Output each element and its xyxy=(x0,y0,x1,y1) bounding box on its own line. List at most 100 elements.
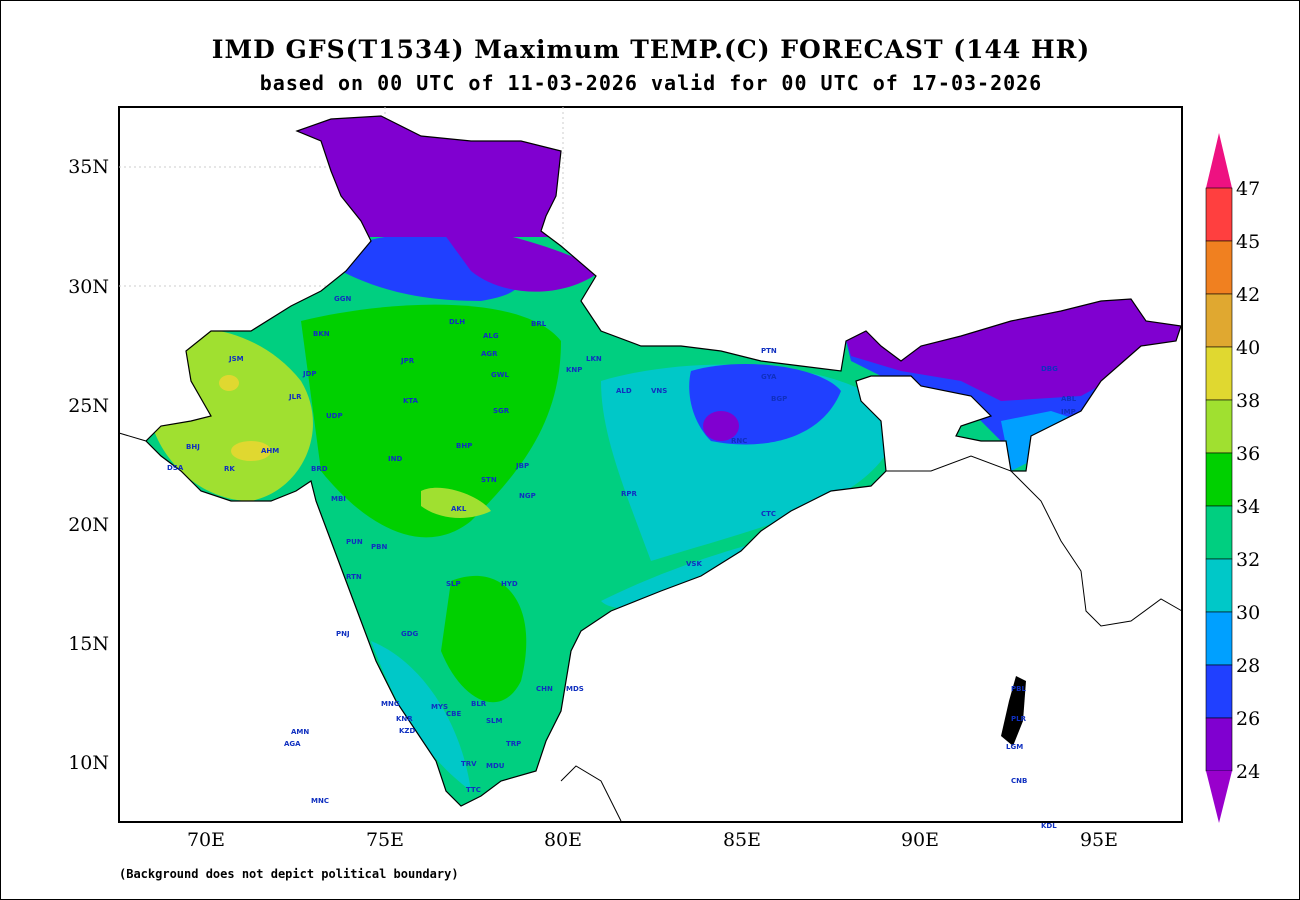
station-label: BLR xyxy=(471,700,487,708)
station-label: JBP xyxy=(515,462,529,470)
lat-label: 25N xyxy=(68,395,109,417)
colorbar: 47 45 42 40 38 36 34 32 30 28 26 24 xyxy=(1205,133,1260,823)
lon-label: 70E xyxy=(187,829,225,851)
station-label: BHJ xyxy=(186,443,200,451)
colorbar-label: 32 xyxy=(1236,549,1260,571)
station-label: STN xyxy=(481,476,497,484)
lon-label: 90E xyxy=(901,829,939,851)
station-label: CHN xyxy=(536,685,553,693)
station-label: PNJ xyxy=(336,630,350,638)
station-label: BHP xyxy=(456,442,472,450)
colorbar-bin xyxy=(1205,399,1233,454)
station-label: ABL xyxy=(1061,395,1077,403)
station-labels: GGN BKN JSM JDP JLR UDP AHM BRD RK BHJ DSA KTA JPR AG… xyxy=(167,295,1077,830)
station-label: MYS xyxy=(431,703,448,711)
station-label: GGN xyxy=(334,295,351,303)
station-label: DLH xyxy=(449,318,465,326)
colorbar-label: 45 xyxy=(1236,231,1260,253)
station-label: UDP xyxy=(326,412,343,420)
map-subtitle: based on 00 UTC of 11-03-2026 valid for … xyxy=(259,71,1043,95)
station-label: TRP xyxy=(506,740,521,748)
colorbar-label: 40 xyxy=(1236,337,1260,359)
station-label: GWL xyxy=(491,371,509,379)
colorbar-bin xyxy=(1205,452,1233,507)
station-label: DSA xyxy=(167,464,184,472)
station-label: BRL xyxy=(531,320,547,328)
station-label: PUN xyxy=(346,538,363,546)
station-label: SLM xyxy=(486,717,503,725)
station-label: MNC xyxy=(311,797,329,805)
lon-axis: 70E 75E 80E 85E 90E 95E xyxy=(187,829,1118,851)
station-label: PTN xyxy=(761,347,777,355)
colorbar-top-arrow xyxy=(1206,133,1232,188)
station-label: IMP xyxy=(1061,408,1076,416)
lon-label: 85E xyxy=(723,829,761,851)
station-label: MNG xyxy=(381,700,400,708)
lat-axis: 35N 30N 25N 20N 15N 10N xyxy=(68,156,109,774)
station-label: GDG xyxy=(401,630,419,638)
colorbar-bin xyxy=(1205,611,1233,666)
station-label: LGM xyxy=(1006,743,1023,751)
colorbar-bin xyxy=(1205,346,1233,401)
station-label: JLR xyxy=(288,393,302,401)
colorbar-bin xyxy=(1205,664,1233,719)
station-label: AHM xyxy=(261,447,279,455)
station-label: RNC xyxy=(731,437,747,445)
colorbar-label: 38 xyxy=(1236,390,1260,412)
colorbar-bin xyxy=(1205,240,1233,295)
colorbar-label: 30 xyxy=(1236,602,1260,624)
lat-label: 30N xyxy=(68,276,109,298)
station-label: AMN xyxy=(291,728,309,736)
andaman-islands xyxy=(1001,676,1026,746)
colorbar-bin xyxy=(1205,558,1233,613)
station-label: ALG xyxy=(483,332,499,340)
station-label: RTN xyxy=(346,573,362,581)
station-label: CTC xyxy=(761,510,776,518)
lon-label: 75E xyxy=(366,829,404,851)
station-label: JPR xyxy=(400,357,415,365)
station-label: GYA xyxy=(761,373,777,381)
colorbar-bin xyxy=(1205,717,1233,772)
station-label: KDL xyxy=(1041,822,1057,830)
station-label: KNR xyxy=(396,715,413,723)
colorbar-bin xyxy=(1205,187,1233,242)
station-label: LKN xyxy=(586,355,602,363)
station-label: AGR xyxy=(481,350,498,358)
station-label: VNS xyxy=(651,387,667,395)
station-label: HYD xyxy=(501,580,518,588)
lat-label: 15N xyxy=(68,633,109,655)
station-label: TTC xyxy=(466,786,481,794)
station-label: CNB xyxy=(1011,777,1027,785)
station-label: DBG xyxy=(1041,365,1058,373)
lat-label: 10N xyxy=(68,752,109,774)
colorbar-bottom-arrow xyxy=(1206,771,1232,823)
colorbar-label: 42 xyxy=(1236,284,1260,306)
station-label: KNP xyxy=(566,366,582,374)
disclaimer-note: (Background does not depict political bo… xyxy=(119,867,459,881)
station-label: RK xyxy=(224,465,235,473)
lon-label: 80E xyxy=(544,829,582,851)
station-label: PBN xyxy=(371,543,387,551)
station-label: JSM xyxy=(228,355,244,363)
station-label: MDS xyxy=(566,685,584,693)
lat-label: 20N xyxy=(68,514,109,536)
station-label: PLR xyxy=(1011,715,1027,723)
station-label: NGP xyxy=(519,492,536,500)
station-label: AKL xyxy=(451,505,467,513)
colorbar-label: 34 xyxy=(1236,496,1260,518)
station-label: KZD xyxy=(399,727,416,735)
colorbar-label: 47 xyxy=(1236,178,1260,200)
station-label: IND xyxy=(388,455,402,463)
colorbar-label: 24 xyxy=(1236,761,1260,783)
station-label: AGA xyxy=(284,740,301,748)
station-label: RPR xyxy=(621,490,638,498)
station-label: VSK xyxy=(686,560,702,568)
station-label: ALD xyxy=(616,387,632,395)
colorbar-label: 36 xyxy=(1236,443,1260,465)
lat-label: 35N xyxy=(68,156,109,178)
station-label: JDP xyxy=(302,370,317,378)
station-label: SLP xyxy=(446,580,461,588)
station-label: BGP xyxy=(771,395,787,403)
